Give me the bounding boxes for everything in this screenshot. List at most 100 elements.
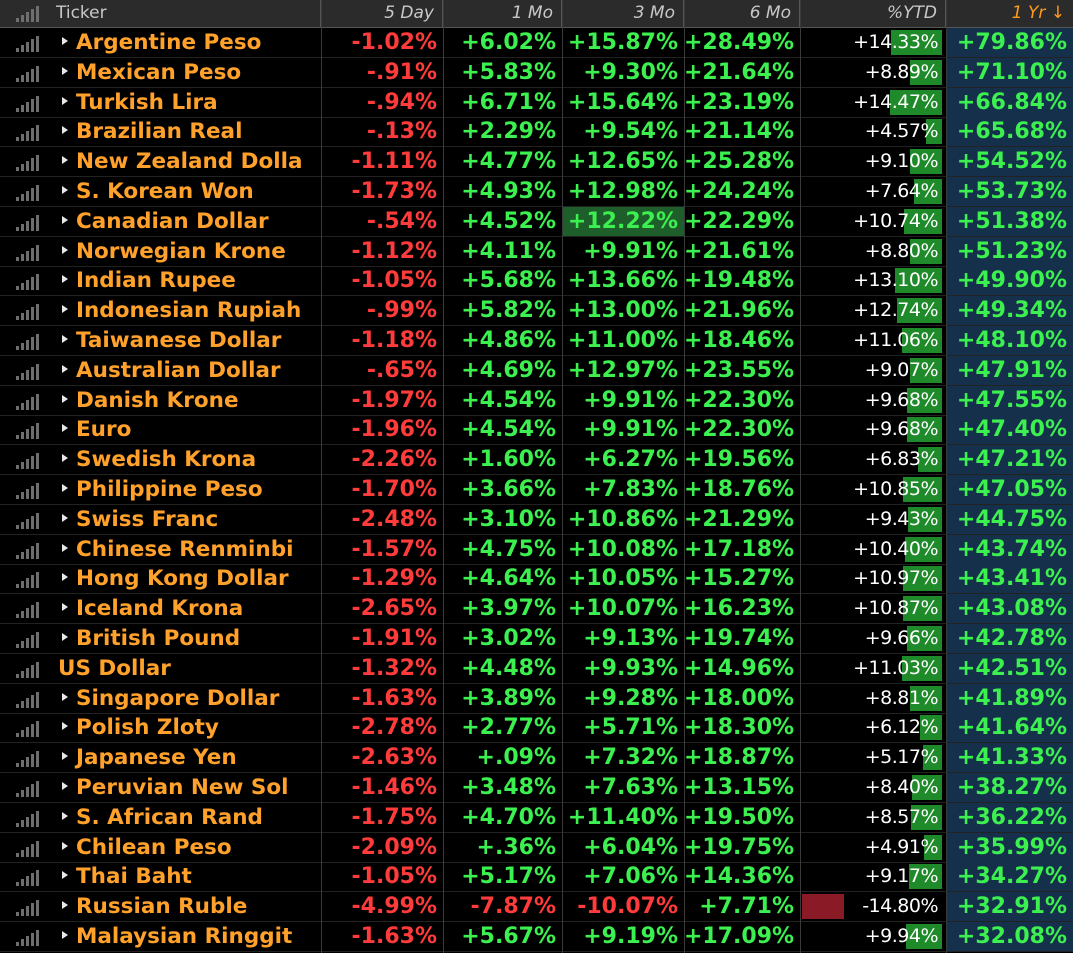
expand-arrow-icon[interactable] bbox=[62, 543, 68, 552]
table-row[interactable]: Danish Krone -1.97% +4.54% +9.91% +22.30% +9.… bbox=[0, 385, 1073, 416]
ticker-name-cell[interactable]: Polish Zloty bbox=[58, 713, 321, 742]
table-row[interactable]: Polish Zloty -2.78% +2.77% +5.71% +18.30% +6.… bbox=[0, 713, 1073, 744]
table-row[interactable]: Chilean Peso -2.09% +.36% +6.04% +19.75% +4.9… bbox=[0, 832, 1073, 863]
ticker-name-cell[interactable]: Mexican Peso bbox=[58, 58, 321, 87]
ticker-name-cell[interactable]: Hong Kong Dollar bbox=[58, 564, 321, 593]
table-row[interactable]: Mexican Peso -.91% +5.83% +9.30% +21.64% +8.8… bbox=[0, 57, 1073, 88]
expand-arrow-icon[interactable] bbox=[62, 66, 68, 75]
table-row[interactable]: Swiss Franc -2.48% +3.10% +10.86% +21.29% +9.… bbox=[0, 504, 1073, 535]
ticker-name-cell[interactable]: Singapore Dollar bbox=[58, 684, 321, 713]
ticker-name-cell[interactable]: Thai Baht bbox=[58, 862, 321, 891]
ticker-name-cell[interactable]: Argentine Peso bbox=[58, 28, 321, 57]
expand-arrow-icon[interactable] bbox=[62, 364, 68, 373]
ticker-name-cell[interactable]: Turkish Lira bbox=[58, 88, 321, 117]
table-row[interactable]: S. Korean Won -1.73% +4.93% +12.98% +24.24% +… bbox=[0, 177, 1073, 207]
table-row[interactable]: Taiwanese Dollar -1.18% +4.86% +11.00% +18.4… bbox=[0, 326, 1073, 356]
expand-arrow-icon[interactable] bbox=[62, 901, 68, 910]
table-row[interactable]: Euro -1.96% +4.54% +9.91% +22.30% +9.68% +47.4… bbox=[0, 415, 1073, 446]
table-row[interactable]: Russian Ruble -4.99% -7.87% -10.07% +7.71% -1… bbox=[0, 892, 1073, 923]
ticker-name-cell[interactable]: Danish Krone bbox=[58, 386, 321, 415]
table-row[interactable]: Brazilian Real -.13% +2.29% +9.54% +21.14% +4… bbox=[0, 117, 1073, 148]
ytd-number: 5.17% bbox=[880, 746, 938, 769]
table-row[interactable]: US Dollar -1.32% +4.48% +9.93% +14.96% +11.03… bbox=[0, 653, 1073, 684]
expand-arrow-icon[interactable] bbox=[62, 603, 68, 612]
column-header-5day[interactable]: 5 Day bbox=[321, 0, 443, 27]
table-row[interactable]: Swedish Krona -2.26% +1.60% +6.27% +19.56% +6… bbox=[0, 445, 1073, 476]
expand-arrow-icon[interactable] bbox=[62, 484, 68, 492]
column-header-ticker[interactable]: Ticker bbox=[0, 0, 321, 27]
ticker-name-cell[interactable]: Peruvian New Sol bbox=[58, 773, 321, 802]
ticker-name-cell[interactable]: Japanese Yen bbox=[58, 743, 321, 772]
table-row[interactable]: Norwegian Krone -1.12% +4.11% +9.91% +21.61%… bbox=[0, 236, 1073, 267]
expand-arrow-icon[interactable] bbox=[62, 573, 68, 582]
table-row[interactable]: Australian Dollar -.65% +4.69% +12.97% +23.5… bbox=[0, 355, 1073, 386]
expand-arrow-icon[interactable] bbox=[62, 692, 68, 701]
ticker-name-cell[interactable]: Canadian Dollar bbox=[58, 207, 321, 236]
table-row[interactable]: Turkish Lira -.94% +6.71% +15.64% +23.19% +14… bbox=[0, 87, 1073, 118]
table-row[interactable]: Iceland Krona -2.65% +3.97% +10.07% +16.23% +… bbox=[0, 594, 1073, 625]
column-header-1yr-sorted[interactable]: 1 Yr ↓ bbox=[1011, 3, 1065, 23]
ticker-name-cell[interactable]: Brazilian Real bbox=[58, 117, 321, 146]
table-row[interactable]: Chinese Renminbi -1.57% +4.75% +10.08% +17.1… bbox=[0, 534, 1073, 565]
expand-arrow-icon[interactable] bbox=[62, 633, 68, 641]
expand-arrow-icon[interactable] bbox=[62, 186, 68, 194]
expand-arrow-icon[interactable] bbox=[62, 245, 68, 254]
ticker-name-cell[interactable]: New Zealand Dolla bbox=[58, 147, 321, 176]
ticker-name-cell[interactable]: Euro bbox=[58, 415, 321, 444]
ticker-name-cell[interactable]: Indonesian Rupiah bbox=[58, 296, 321, 325]
ticker-name-cell[interactable]: Indian Rupee bbox=[58, 266, 321, 295]
ticker-name-cell[interactable]: Norwegian Krone bbox=[58, 237, 321, 266]
table-row[interactable]: Singapore Dollar -1.63% +3.89% +9.28% +18.00… bbox=[0, 683, 1073, 714]
expand-arrow-icon[interactable] bbox=[62, 37, 68, 45]
column-header-6mo[interactable]: 6 Mo bbox=[684, 0, 800, 27]
table-row[interactable]: S. African Rand -1.75% +4.70% +11.40% +19.50… bbox=[0, 802, 1073, 833]
ticker-name-cell[interactable]: British Pound bbox=[58, 624, 321, 653]
expand-arrow-icon[interactable] bbox=[62, 931, 68, 939]
expand-arrow-icon[interactable] bbox=[62, 126, 68, 135]
expand-arrow-icon[interactable] bbox=[62, 722, 68, 731]
expand-arrow-icon[interactable] bbox=[62, 424, 68, 433]
expand-arrow-icon[interactable] bbox=[62, 96, 68, 105]
table-row[interactable]: Thai Baht -1.05% +5.17% +7.06% +14.36% +9.17%… bbox=[0, 862, 1073, 893]
expand-arrow-icon[interactable] bbox=[62, 394, 68, 403]
expand-arrow-icon[interactable] bbox=[62, 156, 68, 165]
expand-arrow-icon[interactable] bbox=[62, 215, 68, 224]
expand-arrow-icon[interactable] bbox=[62, 782, 68, 790]
ticker-name-cell[interactable]: Chinese Renminbi bbox=[58, 535, 321, 564]
expand-arrow-icon[interactable] bbox=[62, 752, 68, 761]
table-row[interactable]: Philippine Peso -1.70% +3.66% +7.83% +18.76%… bbox=[0, 475, 1073, 505]
table-row[interactable]: Peruvian New Sol -1.46% +3.48% +7.63% +13.15… bbox=[0, 773, 1073, 803]
expand-arrow-icon[interactable] bbox=[62, 275, 68, 284]
expand-arrow-icon[interactable] bbox=[62, 305, 68, 314]
ticker-name-cell[interactable]: Chilean Peso bbox=[58, 833, 321, 862]
table-row[interactable]: Japanese Yen -2.63% +.09% +7.32% +18.87% +5.1… bbox=[0, 743, 1073, 774]
table-row[interactable]: Argentine Peso -1.02% +6.02% +15.87% +28.49%… bbox=[0, 28, 1073, 58]
column-header-ytd[interactable]: %YTD bbox=[800, 0, 946, 27]
ticker-name-cell[interactable]: Philippine Peso bbox=[58, 475, 321, 504]
ticker-name-cell[interactable]: Russian Ruble bbox=[58, 892, 321, 921]
expand-arrow-icon[interactable] bbox=[62, 841, 68, 850]
expand-arrow-icon[interactable] bbox=[62, 454, 68, 463]
ticker-name-cell[interactable]: Swiss Franc bbox=[58, 505, 321, 534]
expand-arrow-icon[interactable] bbox=[62, 513, 68, 522]
ticker-name-cell[interactable]: Taiwanese Dollar bbox=[58, 326, 321, 355]
ticker-name-cell[interactable]: US Dollar bbox=[54, 654, 321, 683]
ticker-name-cell[interactable]: Australian Dollar bbox=[58, 356, 321, 385]
ticker-name-cell[interactable]: Swedish Krona bbox=[58, 445, 321, 474]
ticker-name-cell[interactable]: Iceland Krona bbox=[58, 594, 321, 623]
column-header-1mo[interactable]: 1 Mo bbox=[443, 0, 562, 27]
ticker-name-cell[interactable]: S. African Rand bbox=[58, 803, 321, 832]
table-row[interactable]: British Pound -1.91% +3.02% +9.13% +19.74% +9… bbox=[0, 624, 1073, 654]
table-row[interactable]: Indian Rupee -1.05% +5.68% +13.66% +19.48% +1… bbox=[0, 266, 1073, 297]
expand-arrow-icon[interactable] bbox=[62, 335, 68, 343]
expand-arrow-icon[interactable] bbox=[62, 811, 68, 820]
table-row[interactable]: Malaysian Ringgit -1.63% +5.67% +9.19% +17.0… bbox=[0, 922, 1073, 952]
ticker-name-cell[interactable]: Malaysian Ringgit bbox=[58, 922, 321, 951]
table-row[interactable]: Canadian Dollar -.54% +4.52% +12.22% +22.29%… bbox=[0, 206, 1073, 237]
column-header-3mo[interactable]: 3 Mo bbox=[562, 0, 684, 27]
table-row[interactable]: Hong Kong Dollar -1.29% +4.64% +10.05% +15.2… bbox=[0, 564, 1073, 595]
table-row[interactable]: New Zealand Dolla -1.11% +4.77% +12.65% +25.… bbox=[0, 147, 1073, 178]
ticker-name-cell[interactable]: S. Korean Won bbox=[58, 177, 321, 206]
table-row[interactable]: Indonesian Rupiah -.99% +5.82% +13.00% +21.9… bbox=[0, 296, 1073, 327]
expand-arrow-icon[interactable] bbox=[62, 871, 68, 880]
